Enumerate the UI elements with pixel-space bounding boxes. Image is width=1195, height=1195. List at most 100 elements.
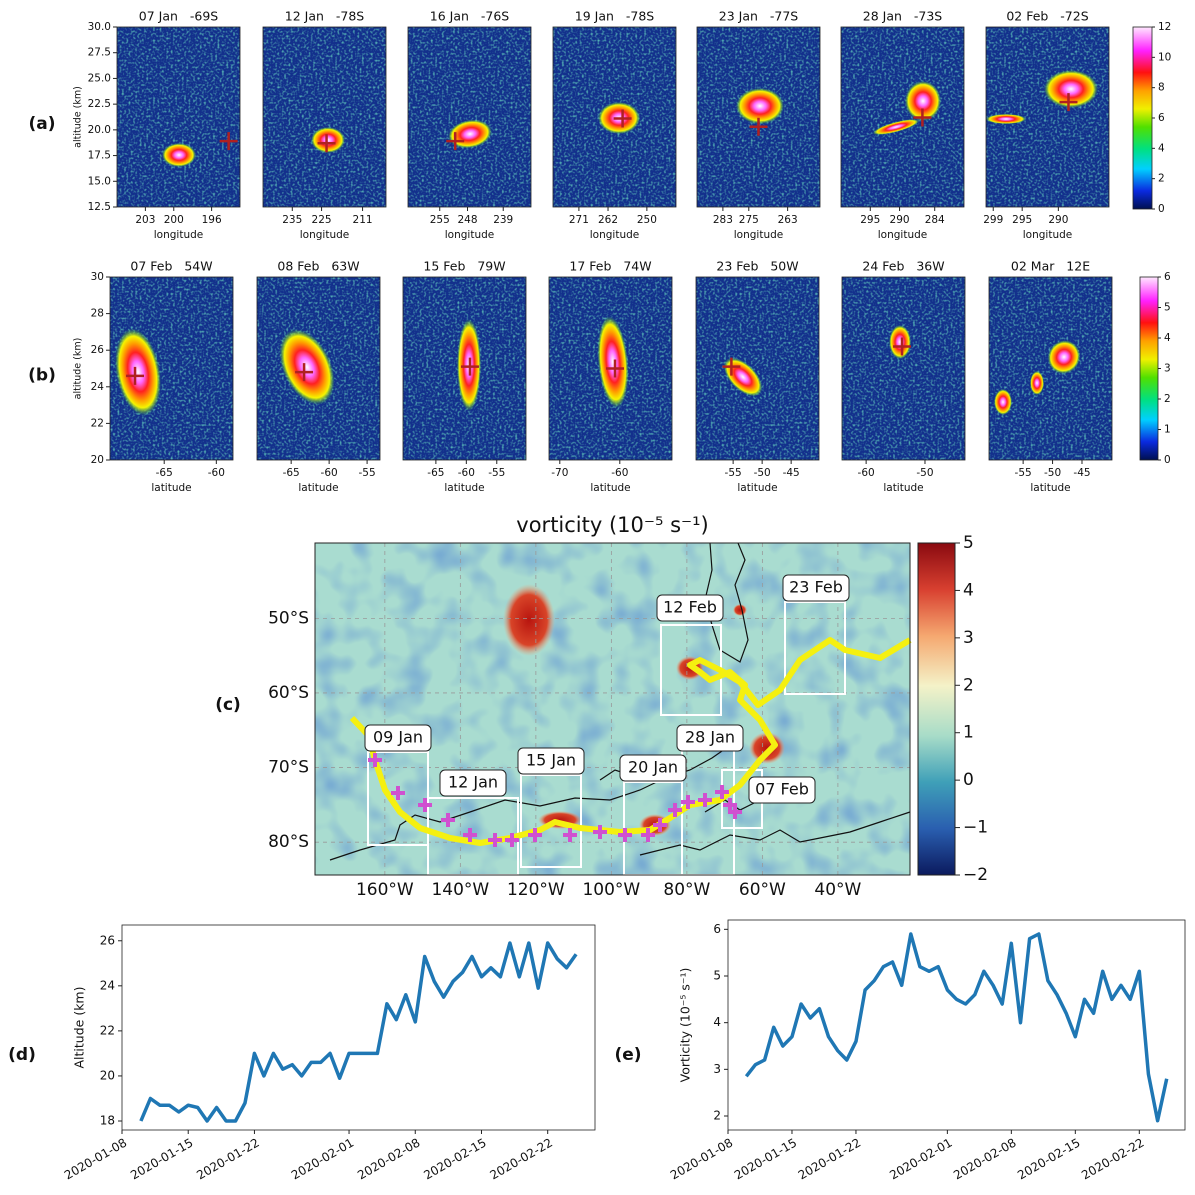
panel-label: (c) bbox=[215, 695, 241, 715]
x-tick-label: 40°W bbox=[814, 880, 861, 900]
location-marker bbox=[893, 337, 912, 356]
trajectory-marker bbox=[528, 828, 542, 842]
y-tick-label: 2 bbox=[713, 1109, 721, 1123]
y-tick-label: 80°S bbox=[268, 832, 309, 852]
x-tick-label: 235 bbox=[282, 214, 302, 226]
location-marker bbox=[295, 363, 314, 382]
heatmap-noise bbox=[989, 277, 1112, 460]
axes-frame bbox=[548, 276, 673, 461]
data-line bbox=[139, 941, 578, 1123]
x-tick-label: 295 bbox=[860, 214, 880, 226]
location-marker bbox=[613, 109, 632, 128]
colorbar-tick-label: −1 bbox=[963, 818, 988, 838]
colorbar bbox=[1139, 276, 1159, 461]
x-axis-label: latitude bbox=[1030, 482, 1070, 494]
x-tick-label: 248 bbox=[457, 214, 477, 226]
y-tick-label: 26 bbox=[100, 933, 115, 947]
subplot-title: 07 Jan -69S bbox=[139, 9, 218, 24]
heatmap-noise bbox=[842, 277, 965, 460]
y-tick-label: 20 bbox=[100, 1068, 115, 1082]
trajectory-marker bbox=[441, 813, 455, 827]
x-tick-label: 262 bbox=[598, 214, 618, 226]
x-tick-label: -55 bbox=[359, 467, 376, 479]
colorbar-tick-label: 2 bbox=[1158, 173, 1165, 185]
colorbar-tick-label: 4 bbox=[1164, 332, 1171, 344]
y-tick-label: 70°S bbox=[268, 758, 309, 778]
panel-label: (a) bbox=[28, 114, 55, 134]
axes-frame bbox=[121, 924, 596, 1131]
annotation: 28 Jan bbox=[685, 728, 735, 747]
colorbar-tick-label: 4 bbox=[963, 580, 974, 600]
axes-frame bbox=[696, 26, 821, 208]
x-tick-label: -60 bbox=[208, 467, 225, 479]
y-tick-label: 30.0 bbox=[88, 21, 111, 33]
x-tick-label: 255 bbox=[430, 214, 450, 226]
x-tick-label: 2020-02-15 bbox=[421, 1136, 488, 1183]
x-tick-label: 2020-01-22 bbox=[194, 1136, 261, 1183]
x-tick-label: 263 bbox=[778, 214, 798, 226]
colorbar-tick-label: 10 bbox=[1158, 51, 1171, 63]
x-axis-label: latitude bbox=[883, 482, 923, 494]
y-tick-label: 24 bbox=[91, 381, 105, 393]
y-axis-label: Altitude (km) bbox=[72, 987, 87, 1069]
axes-frame bbox=[695, 276, 820, 461]
y-tick-label: 3 bbox=[713, 1062, 721, 1076]
y-tick-label: 50°S bbox=[268, 608, 309, 628]
axes-frame bbox=[552, 26, 677, 208]
annotation: 09 Jan bbox=[373, 728, 423, 747]
x-tick-label: -60 bbox=[321, 467, 338, 479]
x-tick-label: 295 bbox=[1012, 214, 1032, 226]
y-tick-label: 4 bbox=[713, 1015, 721, 1029]
coastline bbox=[704, 542, 749, 663]
annotation-box bbox=[517, 747, 585, 775]
heatmap-blob bbox=[311, 127, 345, 153]
panel-label: (e) bbox=[614, 1045, 641, 1065]
colorbar-tick-label: 12 bbox=[1158, 21, 1171, 33]
axes-frame bbox=[985, 26, 1110, 208]
subplot-title: 16 Jan -76S bbox=[430, 9, 509, 24]
vortex-spot bbox=[503, 584, 555, 656]
colorbar-tick-label: 6 bbox=[1158, 112, 1165, 124]
colorbar-tick-label: −2 bbox=[963, 865, 988, 885]
x-tick-label: 2020-02-08 bbox=[355, 1136, 422, 1183]
heatmap-blob bbox=[872, 119, 920, 135]
y-tick-label: 22 bbox=[91, 417, 104, 429]
x-tick-label: 80°W bbox=[663, 880, 710, 900]
x-axis-label: latitude bbox=[444, 482, 484, 494]
annotation-box bbox=[619, 754, 687, 782]
y-tick-label: 6 bbox=[713, 922, 721, 936]
x-tick-label: 225 bbox=[312, 214, 332, 226]
y-tick-label: 25.0 bbox=[88, 72, 111, 84]
y-tick-label: 22 bbox=[100, 1023, 115, 1037]
annotation: 07 Feb bbox=[755, 780, 809, 799]
trajectory-marker bbox=[391, 786, 405, 800]
colorbar-tick-label: 2 bbox=[1164, 393, 1171, 405]
x-axis-label: latitude bbox=[151, 482, 191, 494]
subplot-title: 17 Feb 74W bbox=[569, 259, 651, 274]
heatmap-noise bbox=[841, 27, 964, 207]
trajectory-marker bbox=[681, 795, 695, 809]
heatmap-blob bbox=[162, 143, 196, 167]
subplot-title: 19 Jan -78S bbox=[575, 9, 654, 24]
location-marker bbox=[446, 132, 465, 151]
x-tick-label: -55 bbox=[725, 467, 742, 479]
x-tick-label: 2020-01-15 bbox=[128, 1136, 195, 1183]
x-axis-label: latitude bbox=[298, 482, 338, 494]
x-tick-label: -65 bbox=[156, 467, 173, 479]
colorbar-tick-label: 3 bbox=[963, 628, 974, 648]
x-tick-label: 2020-02-08 bbox=[951, 1136, 1018, 1183]
subplot-title: 15 Feb 79W bbox=[423, 259, 505, 274]
colorbar-tick-label: 3 bbox=[1164, 363, 1171, 375]
axes-frame bbox=[841, 276, 966, 461]
colorbar-tick-label: 0 bbox=[963, 770, 974, 790]
y-tick-label: 17.5 bbox=[88, 150, 111, 162]
subplot-title: 08 Feb 63W bbox=[277, 259, 359, 274]
x-axis-label: longitude bbox=[1023, 229, 1072, 241]
subplot-title: 23 Feb 50W bbox=[716, 259, 798, 274]
x-tick-label: 140°W bbox=[431, 880, 489, 900]
location-marker bbox=[722, 357, 741, 376]
x-tick-label: 203 bbox=[135, 214, 155, 226]
colorbar bbox=[917, 542, 956, 876]
location-marker bbox=[126, 366, 145, 385]
